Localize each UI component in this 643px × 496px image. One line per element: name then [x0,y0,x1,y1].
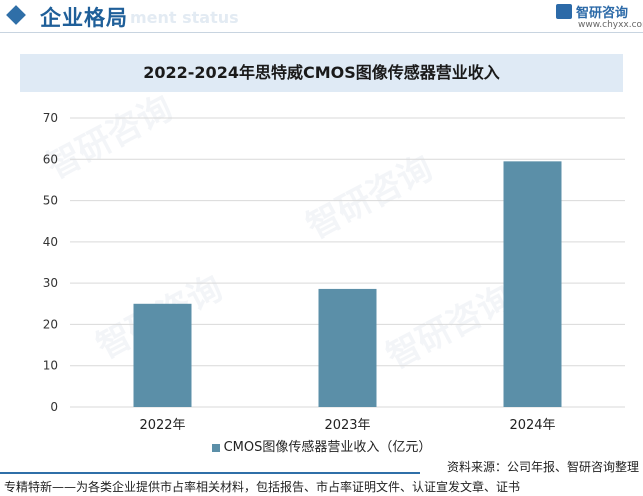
x-tick-label: 2023年 [324,418,370,430]
logo-name: 智研咨询 [576,6,629,21]
y-tick-label: 70 [43,111,58,125]
brand-logo: 智研咨询 www.chyxx.com [556,2,643,32]
x-tick-label: 2024年 [509,418,555,430]
source-note: 资料来源：公司年报、智研咨询整理 [446,460,639,474]
header-divider [0,32,643,33]
legend-swatch [211,443,220,452]
chart-legend: CMOS图像传感器营业收入（亿元） [0,436,643,455]
header-ghost-text: ment status [130,8,239,27]
y-tick-label: 50 [43,194,58,208]
y-tick-label: 30 [43,276,58,290]
footer-divider [0,472,420,474]
section-title: 企业格局 [40,6,128,30]
y-tick-label: 40 [43,235,58,249]
y-tick-label: 20 [43,317,58,331]
legend-label: CMOS图像传感器营业收入（亿元） [223,440,432,455]
bar [503,161,562,407]
bar-chart: 0 10 20 30 40 50 60 70 2022年 2023年 2024年 [43,111,625,430]
x-tick-label: 2022年 [139,418,185,430]
logo-icon [556,4,572,19]
chart-title: 2022-2024年思特威CMOS图像传感器营业收入 [143,63,500,82]
diamond-icon [6,5,26,25]
y-tick-label: 0 [50,400,58,414]
chart-title-band: 2022-2024年思特威CMOS图像传感器营业收入 [20,54,623,92]
footer-tagline: 专精特新——为各类企业提供市占率相关材料，包括报告、市占率证明文件、认证宣发文章… [4,480,521,494]
logo-url: www.chyxx.com [578,20,643,30]
page-header: ment status 企业格局 智研咨询 www.chyxx.com [0,0,643,34]
bar [133,303,192,407]
bar [318,288,377,407]
y-tick-label: 60 [43,152,58,166]
y-tick-label: 10 [43,359,58,373]
